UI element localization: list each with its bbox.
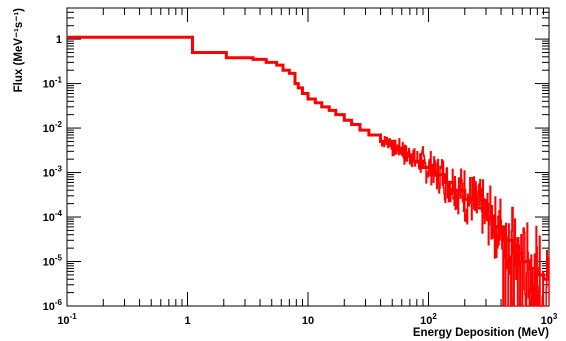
x-tick-label: 10-1 — [57, 312, 77, 327]
flux-series-line — [67, 35, 549, 281]
y-tick-label: 10-2 — [43, 120, 63, 135]
y-tick-label: 10-3 — [43, 165, 63, 180]
x-tick-label: 102 — [420, 312, 437, 327]
x-axis-title: Energy Deposition (MeV) — [413, 327, 549, 339]
y-tick-label: 10-1 — [43, 76, 63, 91]
flux-series-noise — [380, 135, 550, 307]
y-tick-labels: 10-6 10-5 10-4 10-3 10-2 10-1 1 — [43, 34, 63, 313]
y-tick-label: 10-4 — [43, 209, 63, 224]
major-ticks — [66, 8, 550, 307]
y-tick-label: 10-5 — [43, 254, 63, 269]
y-tick-label: 10-6 — [43, 298, 63, 313]
y-tick-label: 1 — [56, 34, 62, 46]
y-axis-title: Flux (MeV⁻¹s⁻¹) — [13, 8, 25, 93]
flux-noise-path — [380, 135, 550, 307]
x-tick-label: 1 — [184, 315, 190, 327]
plot-frame — [66, 7, 550, 307]
minor-ticks — [67, 7, 549, 306]
x-tick-labels: 10-1 1 10 102 103 — [57, 312, 558, 327]
x-tick-label: 10 — [302, 315, 314, 327]
x-tick-label: 103 — [541, 312, 558, 327]
